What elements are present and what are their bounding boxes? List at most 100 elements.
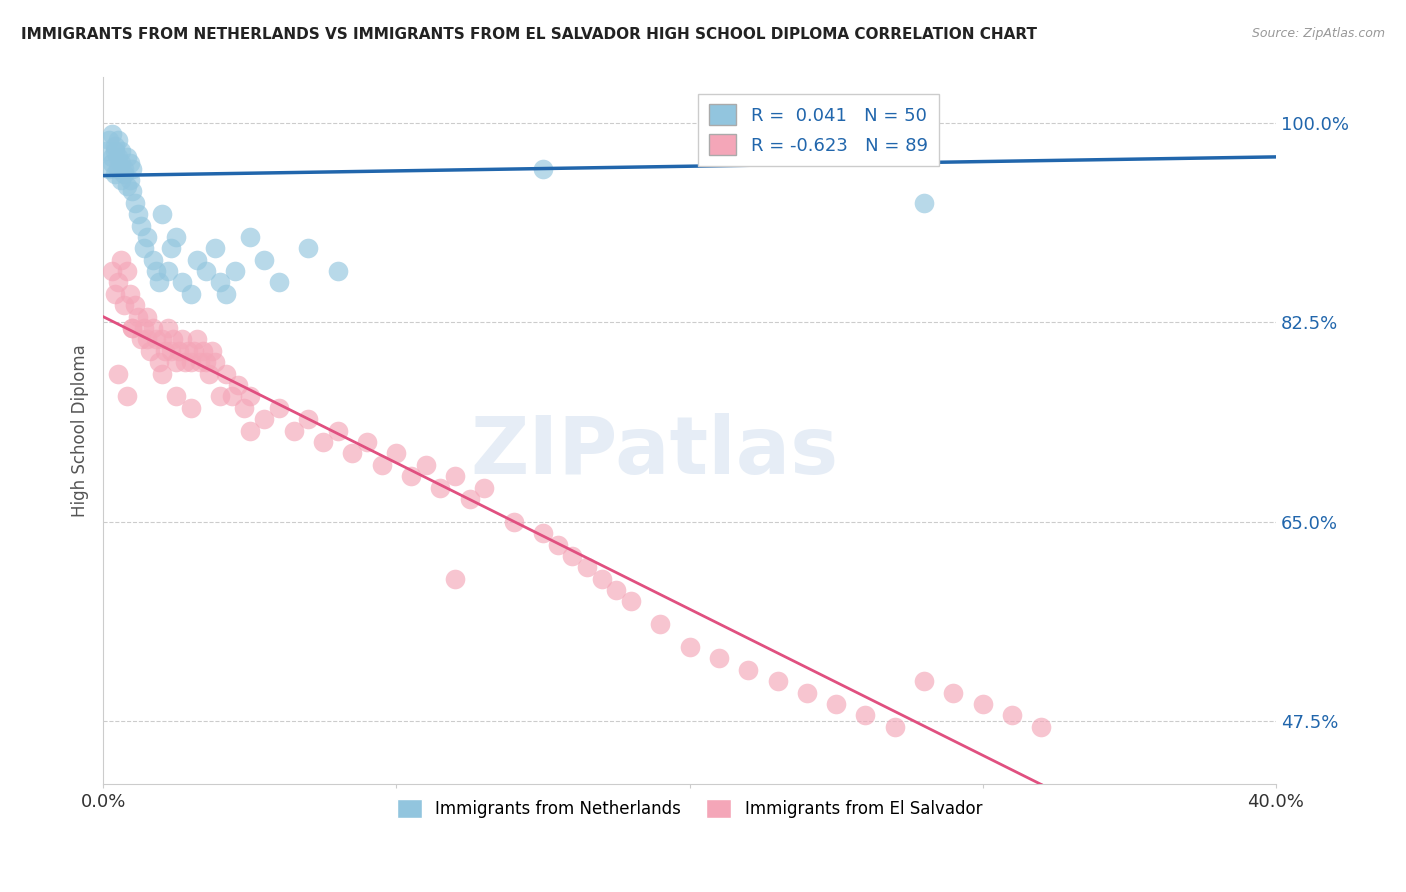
Point bbox=[356, 434, 378, 449]
Point bbox=[107, 150, 129, 164]
Point bbox=[197, 367, 219, 381]
Point bbox=[148, 355, 170, 369]
Point bbox=[912, 195, 935, 210]
Point bbox=[855, 708, 877, 723]
Point bbox=[186, 333, 208, 347]
Point bbox=[145, 333, 167, 347]
Point bbox=[180, 355, 202, 369]
Point bbox=[127, 207, 149, 221]
Point bbox=[115, 178, 138, 193]
Point bbox=[142, 252, 165, 267]
Point bbox=[825, 697, 848, 711]
Point bbox=[399, 469, 422, 483]
Point bbox=[912, 674, 935, 689]
Point bbox=[121, 321, 143, 335]
Point bbox=[118, 173, 141, 187]
Point bbox=[127, 310, 149, 324]
Point bbox=[370, 458, 392, 472]
Point bbox=[239, 389, 262, 403]
Point bbox=[174, 355, 197, 369]
Point bbox=[134, 241, 156, 255]
Point bbox=[201, 343, 224, 358]
Point bbox=[129, 219, 152, 233]
Point bbox=[129, 333, 152, 347]
Point bbox=[326, 424, 349, 438]
Point bbox=[104, 167, 127, 181]
Point bbox=[1031, 720, 1053, 734]
Point bbox=[444, 469, 467, 483]
Point bbox=[678, 640, 700, 654]
Point bbox=[186, 252, 208, 267]
Point bbox=[575, 560, 598, 574]
Point bbox=[188, 355, 211, 369]
Point bbox=[112, 161, 135, 176]
Point bbox=[942, 685, 965, 699]
Point bbox=[204, 355, 226, 369]
Point bbox=[444, 572, 467, 586]
Point bbox=[115, 150, 138, 164]
Point bbox=[605, 583, 627, 598]
Point bbox=[124, 298, 146, 312]
Point bbox=[883, 720, 905, 734]
Point bbox=[134, 321, 156, 335]
Point bbox=[118, 286, 141, 301]
Point bbox=[142, 321, 165, 335]
Point bbox=[124, 195, 146, 210]
Point bbox=[101, 150, 124, 164]
Point bbox=[118, 156, 141, 170]
Point bbox=[766, 674, 789, 689]
Point bbox=[531, 526, 554, 541]
Point bbox=[429, 481, 451, 495]
Point bbox=[121, 161, 143, 176]
Point bbox=[107, 367, 129, 381]
Point bbox=[591, 572, 613, 586]
Point bbox=[253, 412, 276, 426]
Point bbox=[121, 321, 143, 335]
Point bbox=[180, 401, 202, 415]
Point bbox=[121, 185, 143, 199]
Point bbox=[110, 252, 132, 267]
Point bbox=[385, 446, 408, 460]
Point bbox=[1001, 708, 1024, 723]
Point bbox=[650, 617, 672, 632]
Point bbox=[267, 276, 290, 290]
Point bbox=[561, 549, 583, 563]
Point bbox=[112, 298, 135, 312]
Point bbox=[98, 161, 121, 176]
Point bbox=[415, 458, 437, 472]
Point bbox=[194, 355, 217, 369]
Point bbox=[159, 343, 181, 358]
Point bbox=[796, 685, 818, 699]
Point bbox=[169, 343, 191, 358]
Point bbox=[101, 128, 124, 142]
Point bbox=[101, 156, 124, 170]
Point bbox=[253, 252, 276, 267]
Point bbox=[531, 161, 554, 176]
Point bbox=[115, 264, 138, 278]
Point bbox=[620, 594, 643, 608]
Point bbox=[136, 230, 159, 244]
Point bbox=[177, 343, 200, 358]
Text: IMMIGRANTS FROM NETHERLANDS VS IMMIGRANTS FROM EL SALVADOR HIGH SCHOOL DIPLOMA C: IMMIGRANTS FROM NETHERLANDS VS IMMIGRANT… bbox=[21, 27, 1038, 42]
Point bbox=[215, 367, 238, 381]
Point bbox=[110, 145, 132, 159]
Point bbox=[224, 264, 246, 278]
Y-axis label: High School Diploma: High School Diploma bbox=[72, 344, 89, 517]
Point bbox=[94, 145, 117, 159]
Point bbox=[172, 333, 194, 347]
Point bbox=[139, 343, 162, 358]
Point bbox=[148, 276, 170, 290]
Point bbox=[342, 446, 364, 460]
Point bbox=[159, 241, 181, 255]
Point bbox=[165, 389, 187, 403]
Point bbox=[209, 276, 232, 290]
Point bbox=[707, 651, 730, 665]
Point bbox=[162, 333, 184, 347]
Point bbox=[239, 230, 262, 244]
Point bbox=[150, 333, 173, 347]
Point bbox=[297, 412, 319, 426]
Legend: Immigrants from Netherlands, Immigrants from El Salvador: Immigrants from Netherlands, Immigrants … bbox=[391, 792, 988, 825]
Point bbox=[150, 367, 173, 381]
Point bbox=[104, 286, 127, 301]
Point bbox=[165, 355, 187, 369]
